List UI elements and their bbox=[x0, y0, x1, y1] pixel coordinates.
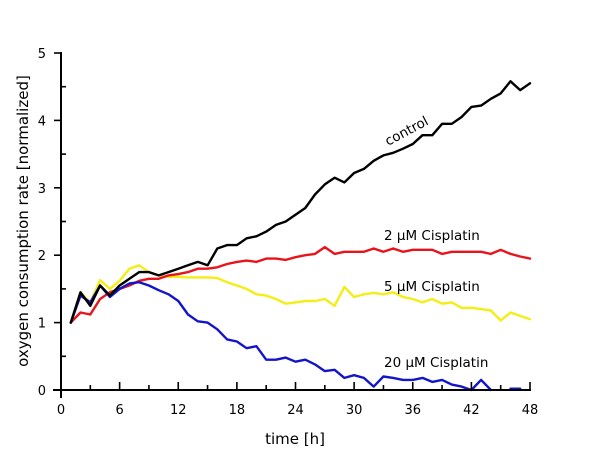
series-label-5um: 5 µM Cisplatin bbox=[384, 279, 480, 295]
series-line-2-m-cisplatin bbox=[69, 245, 532, 324]
series-label-20um: 20 µM Cisplatin bbox=[384, 355, 488, 371]
x-tick-label: 0 bbox=[57, 403, 65, 418]
y-axis-title: oxygen consumption rate [normalized] bbox=[14, 75, 32, 367]
x-tick-label: 24 bbox=[287, 403, 304, 418]
y-tick-label: 3 bbox=[38, 182, 46, 197]
x-axis-title: time [h] bbox=[265, 430, 325, 448]
y-tick-label: 0 bbox=[38, 384, 46, 399]
x-ticks: 0 6 12 18 24 30 36 42 48 bbox=[57, 382, 538, 418]
x-tick-label: 6 bbox=[115, 403, 123, 418]
x-tick-label: 48 bbox=[522, 403, 539, 418]
plot-lines bbox=[69, 80, 532, 392]
x-tick-label: 12 bbox=[170, 403, 187, 418]
y-tick-label: 1 bbox=[38, 317, 46, 332]
series-label-control: control bbox=[382, 113, 431, 149]
y-tick-label: 2 bbox=[38, 249, 46, 264]
series-label-2um: 2 µM Cisplatin bbox=[384, 228, 480, 244]
x-tick-label: 18 bbox=[229, 403, 246, 418]
x-tick-label: 36 bbox=[404, 403, 421, 418]
y-tick-label: 4 bbox=[38, 114, 46, 129]
series-labels: control 2 µM Cisplatin 5 µM Cisplatin 20… bbox=[382, 113, 488, 371]
x-tick-label: 42 bbox=[463, 403, 480, 418]
x-tick-label: 30 bbox=[346, 403, 363, 418]
y-tick-label: 5 bbox=[38, 47, 46, 62]
series-line-control bbox=[69, 80, 532, 324]
series-line-20-m-cisplatin bbox=[69, 281, 522, 392]
y-ticks: 0 1 2 3 4 5 bbox=[38, 47, 66, 399]
